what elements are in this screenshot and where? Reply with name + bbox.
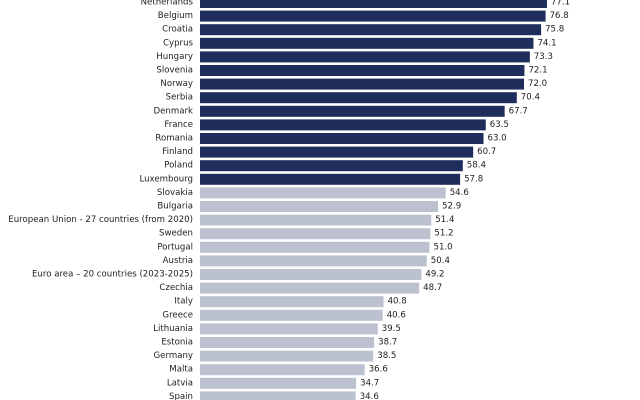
- value-label-hungary: 73.3: [534, 52, 553, 62]
- value-label-czechia: 48.7: [423, 283, 442, 293]
- value-label-serbia: 70.4: [521, 93, 540, 103]
- bar-germany: [200, 350, 374, 362]
- value-label-latvia: 34.7: [360, 378, 379, 388]
- category-label-estonia: Estonia: [161, 338, 193, 348]
- category-label-france: France: [164, 120, 193, 130]
- bar-austria: [200, 255, 427, 267]
- category-label-czechia: Czechia: [159, 283, 193, 293]
- bar-czechia: [200, 282, 420, 294]
- category-label-latvia: Latvia: [167, 378, 193, 388]
- category-label-euro-area-20-countries-2023-2025: Euro area – 20 countries (2023-2025): [32, 270, 193, 280]
- value-label-portugal: 51.0: [434, 242, 453, 252]
- bar-netherlands: [200, 0, 547, 8]
- category-label-cyprus: Cyprus: [163, 38, 194, 48]
- bar-bulgaria: [200, 201, 439, 212]
- value-label-european-union-27-countries-from-2020: 51.4: [435, 215, 454, 225]
- bar-slovakia: [200, 187, 446, 199]
- value-label-romania: 63.0: [488, 134, 507, 144]
- category-label-poland: Poland: [164, 161, 193, 171]
- value-label-netherlands: 77.1: [551, 0, 570, 8]
- value-label-finland: 60.7: [477, 147, 496, 157]
- bar-spain: [200, 391, 356, 400]
- bar-croatia: [200, 24, 542, 36]
- category-label-greece: Greece: [162, 310, 193, 320]
- bar-serbia: [200, 92, 517, 104]
- category-label-finland: Finland: [162, 147, 193, 157]
- bar-sweden: [200, 228, 431, 240]
- value-label-austria: 50.4: [431, 256, 450, 266]
- bar-slovenia: [200, 65, 525, 76]
- bar-romania: [200, 133, 484, 144]
- category-label-germany: Germany: [154, 351, 194, 361]
- value-label-greece: 40.6: [387, 310, 406, 320]
- value-label-croatia: 75.8: [545, 25, 564, 35]
- value-label-luxembourg: 57.8: [464, 174, 483, 184]
- bar-france: [200, 119, 486, 131]
- bar-portugal: [200, 241, 430, 253]
- category-label-luxembourg: Luxembourg: [139, 174, 193, 184]
- value-label-poland: 58.4: [467, 161, 486, 171]
- bar-greece: [200, 309, 383, 321]
- value-label-bulgaria: 52.9: [442, 202, 461, 212]
- category-label-denmark: Denmark: [154, 106, 194, 116]
- category-label-romania: Romania: [155, 134, 193, 144]
- value-label-estonia: 38.7: [378, 338, 397, 348]
- bar-malta: [200, 364, 365, 376]
- category-label-lithuania: Lithuania: [153, 324, 193, 334]
- category-label-hungary: Hungary: [156, 52, 193, 62]
- bar-estonia: [200, 337, 375, 348]
- category-label-slovakia: Slovakia: [157, 188, 193, 198]
- bar-lithuania: [200, 323, 378, 335]
- bar-cyprus: [200, 37, 534, 49]
- value-label-spain: 34.6: [360, 392, 379, 400]
- category-label-italy: Italy: [174, 297, 193, 307]
- category-label-sweden: Sweden: [159, 229, 193, 239]
- value-label-slovenia: 72.1: [528, 66, 547, 76]
- bar-poland: [200, 160, 463, 172]
- value-label-slovakia: 54.6: [450, 188, 469, 198]
- value-label-belgium: 76.8: [550, 11, 569, 21]
- category-label-portugal: Portugal: [157, 242, 193, 252]
- value-label-italy: 40.8: [388, 297, 407, 307]
- category-label-european-union-27-countries-from-2020: European Union - 27 countries (from 2020…: [8, 215, 193, 225]
- value-label-cyprus: 74.1: [537, 38, 556, 48]
- value-label-norway: 72.0: [528, 79, 547, 89]
- category-label-austria: Austria: [163, 256, 193, 266]
- value-label-sweden: 51.2: [434, 229, 453, 239]
- bar-latvia: [200, 377, 357, 389]
- bar-italy: [200, 296, 384, 308]
- category-label-slovenia: Slovenia: [156, 66, 193, 76]
- category-label-spain: Spain: [169, 392, 193, 400]
- bar-european-union-27-countries-from-2020: [200, 214, 432, 226]
- category-label-belgium: Belgium: [158, 11, 193, 21]
- value-label-germany: 38.5: [377, 351, 396, 361]
- bar-finland: [200, 146, 474, 158]
- category-label-croatia: Croatia: [162, 25, 193, 35]
- bar-norway: [200, 78, 524, 90]
- value-label-euro-area-20-countries-2023-2025: 49.2: [425, 270, 444, 280]
- bar-denmark: [200, 105, 505, 117]
- value-label-denmark: 67.7: [509, 106, 528, 116]
- bar-hungary: [200, 51, 530, 63]
- category-label-serbia: Serbia: [166, 93, 193, 103]
- category-label-norway: Norway: [160, 79, 193, 89]
- value-label-france: 63.5: [490, 120, 509, 130]
- category-label-bulgaria: Bulgaria: [157, 202, 193, 212]
- category-label-malta: Malta: [169, 365, 193, 375]
- bar-belgium: [200, 10, 546, 22]
- bar-luxembourg: [200, 173, 461, 185]
- value-label-lithuania: 39.5: [382, 324, 401, 334]
- bar-euro-area-20-countries-2023-2025: [200, 269, 422, 280]
- value-label-malta: 36.6: [369, 365, 388, 375]
- category-label-netherlands: Netherlands: [141, 0, 194, 8]
